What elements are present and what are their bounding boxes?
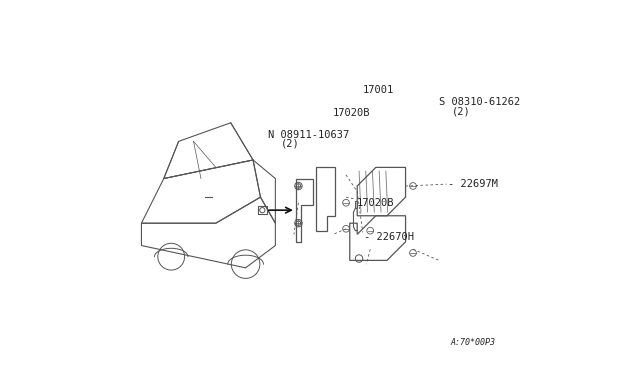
Text: A:70*00P3: A:70*00P3 [450,338,495,347]
Text: (2): (2) [452,107,471,116]
Text: (2): (2) [281,138,300,148]
Text: S 08310-61262: S 08310-61262 [439,97,520,107]
Text: 17020B: 17020B [333,109,371,118]
Text: 17020B: 17020B [357,198,395,208]
Text: - 22670H: - 22670H [364,232,414,242]
Text: - 22697M: - 22697M [449,179,499,189]
Bar [258,206,267,214]
Text: 17001: 17001 [363,85,394,95]
Text: N 08911-10637: N 08911-10637 [268,130,349,140]
